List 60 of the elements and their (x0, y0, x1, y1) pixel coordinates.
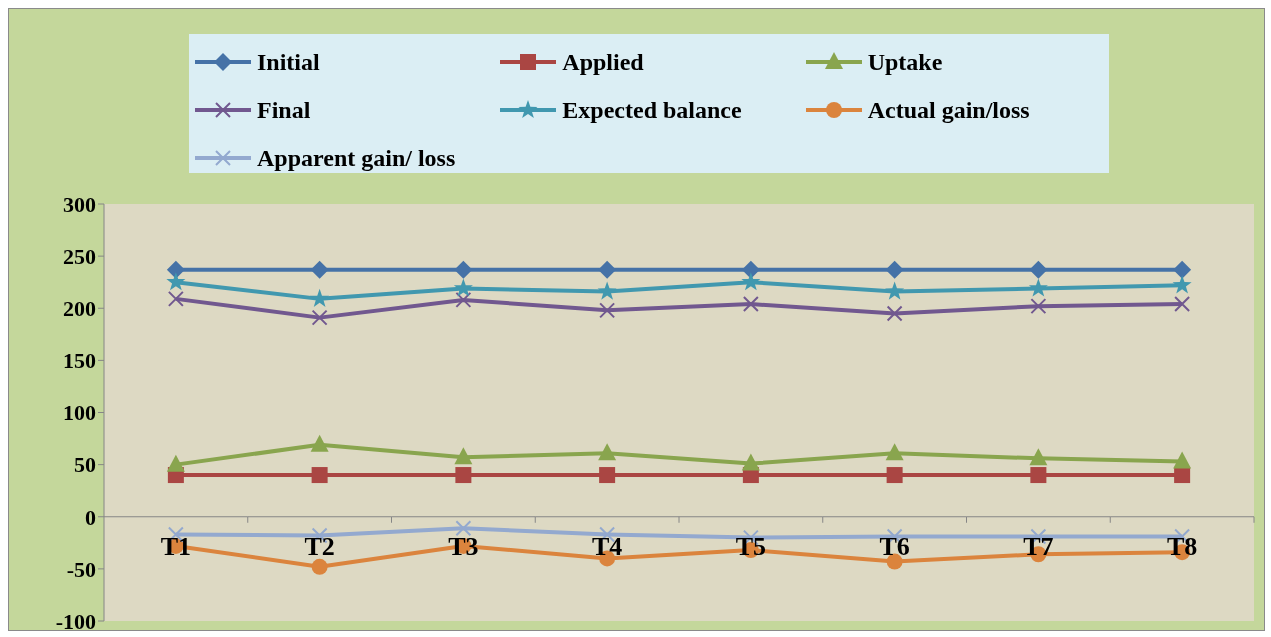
point (310, 434, 329, 452)
point (1030, 467, 1047, 484)
legend-label: Applied (562, 48, 644, 76)
legend-label: Expected balance (562, 96, 742, 124)
point (454, 260, 473, 279)
point (1172, 275, 1192, 294)
point (310, 260, 329, 279)
legend-label: Actual gain/loss (867, 96, 1030, 124)
x-tick-label: T6 (879, 531, 910, 561)
point (166, 454, 185, 472)
point (741, 272, 761, 291)
point (166, 260, 185, 279)
y-tick-label: 50 (74, 452, 96, 478)
point (1028, 278, 1048, 297)
point (311, 467, 328, 484)
y-tick-label: 0 (85, 504, 96, 530)
point (1173, 451, 1192, 469)
point (167, 290, 184, 307)
y-tick-label: -50 (66, 556, 96, 582)
legend-label: Initial (257, 48, 320, 76)
legend-label: Apparent gain/ loss (257, 144, 456, 172)
y-tick-label: 100 (63, 400, 96, 426)
point (311, 309, 328, 326)
point (598, 260, 617, 279)
point (1029, 448, 1048, 466)
point (597, 281, 617, 300)
point (741, 260, 760, 279)
y-tick-label: 250 (63, 243, 96, 269)
legend-label: Uptake (867, 48, 943, 76)
point (455, 467, 472, 484)
x-tick-label: T4 (591, 531, 623, 561)
point (1174, 467, 1191, 484)
point (741, 453, 760, 471)
y-tick-label: 300 (63, 191, 96, 217)
point (599, 302, 616, 319)
point (1030, 298, 1047, 315)
point (742, 296, 759, 313)
point (885, 260, 904, 279)
point (885, 443, 904, 461)
point (1029, 260, 1048, 279)
legend-label: Final (257, 96, 311, 124)
point (455, 291, 472, 308)
x-tick-label: T2 (304, 531, 335, 561)
y-tick-label: 200 (63, 296, 96, 322)
point (598, 443, 617, 461)
point (454, 447, 473, 465)
point (310, 288, 330, 307)
point (455, 520, 472, 537)
point (453, 278, 473, 297)
point (1173, 260, 1192, 279)
point (1174, 296, 1191, 313)
point (885, 281, 905, 300)
y-tick-label: 150 (63, 348, 96, 374)
point (886, 305, 903, 322)
point (599, 467, 616, 484)
point (311, 558, 328, 575)
point (886, 467, 903, 484)
y-tick-label: -100 (55, 608, 96, 634)
point (166, 272, 186, 291)
x-tick-label: T1 (160, 531, 192, 561)
